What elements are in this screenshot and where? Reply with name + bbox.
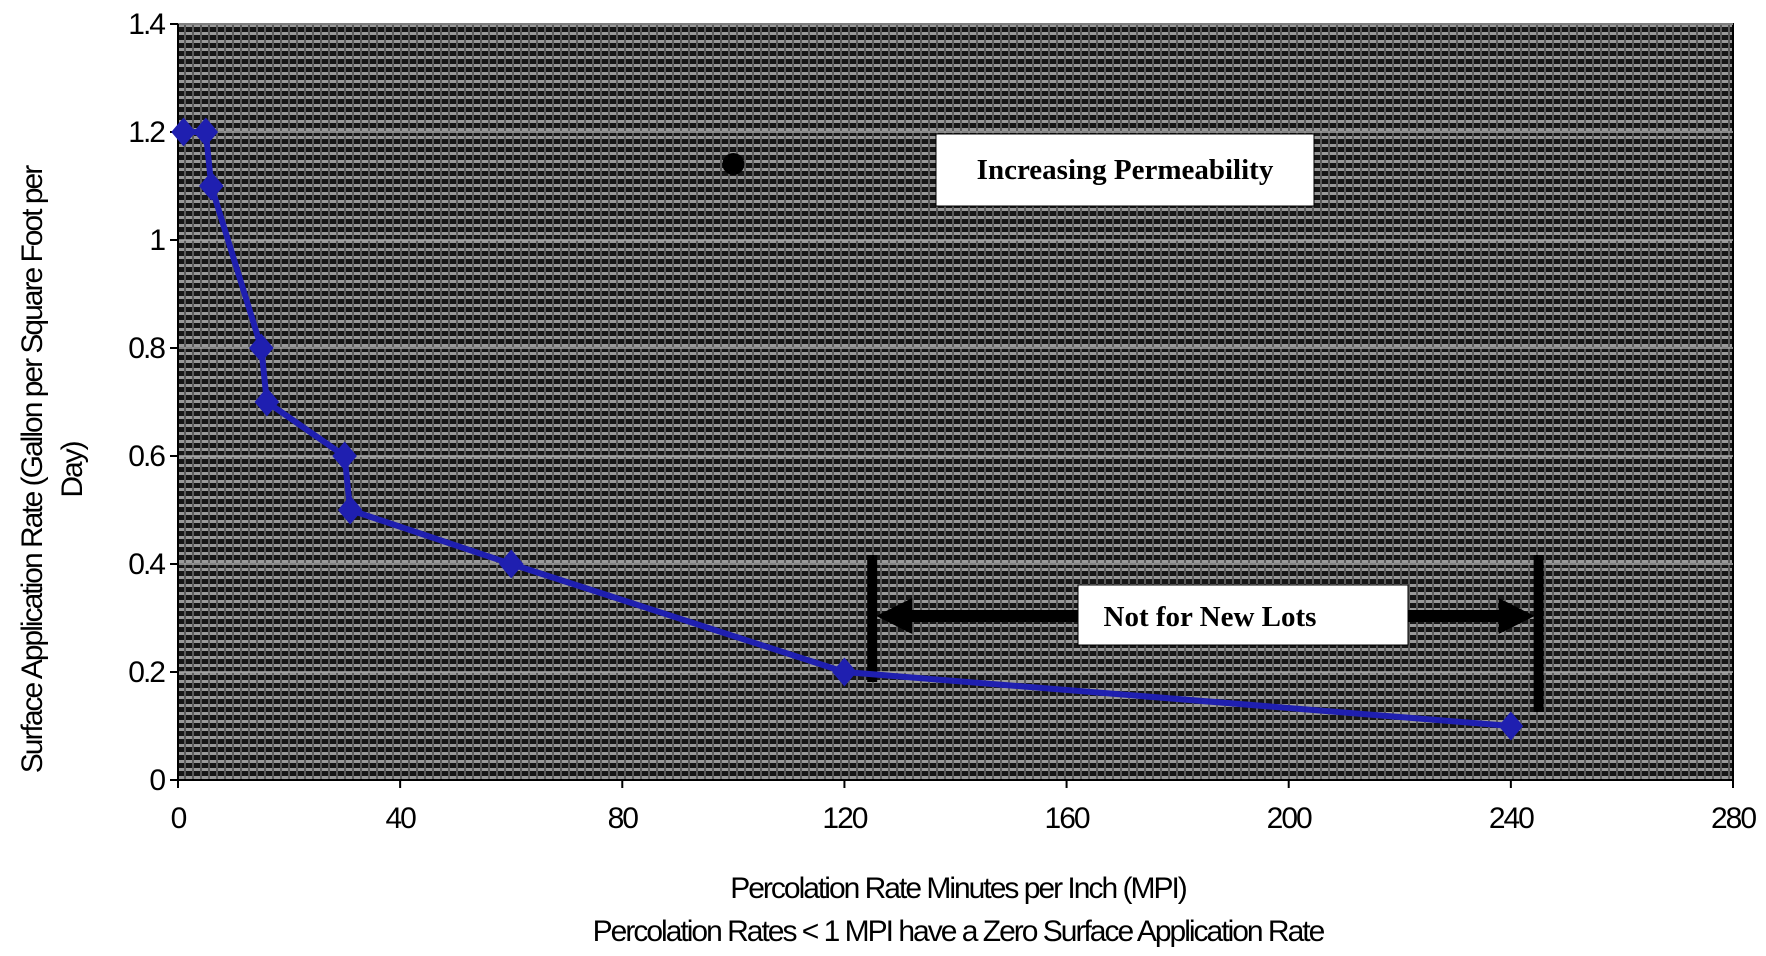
y-tick-label: 0.4: [128, 548, 165, 581]
increasing-permeability-box: [935, 133, 1315, 207]
data-point: [199, 171, 224, 201]
x-tick-label: 40: [385, 802, 416, 835]
data-point: [248, 333, 274, 363]
not-for-new-lots-arrow-left: [876, 598, 913, 634]
data-point: [337, 495, 363, 525]
x-tick-label: 240: [1489, 802, 1534, 835]
data-point: [498, 549, 524, 579]
increasing-permeability-label: Increasing Permeability: [977, 154, 1274, 186]
data-point: [193, 117, 219, 147]
y-tick-label: 0: [149, 764, 165, 797]
x-axis-note: Percolation Rates < 1 MPI have a Zero Su…: [593, 915, 1325, 948]
not-for-new-lots-arrow-right: [1498, 598, 1535, 634]
axes: 0 0.2 0.4 0.6 0.8 1 1.2 1.4 0 40 80 120 160 200 240 280: [128, 8, 1758, 835]
data-point: [171, 117, 196, 147]
x-tick-label: 280: [1711, 802, 1756, 835]
not-for-new-lots-label: Not for New Lots: [1104, 601, 1317, 633]
data-point: [332, 441, 357, 471]
annotations: Increasing Permeability Not for New Lots: [722, 133, 1544, 712]
data-point: [254, 387, 280, 417]
data-point: [832, 657, 857, 687]
not-for-new-lots-box: [1077, 584, 1409, 646]
y-tick-label: 1.2: [128, 116, 165, 149]
y-tick-label: 1: [149, 224, 165, 257]
x-tick-label: 0: [171, 802, 187, 835]
y-tick-label: 0.2: [128, 656, 165, 689]
x-tick-label: 120: [822, 802, 867, 835]
series-line: [171, 117, 1524, 741]
x-axis-title: Percolation Rate Minutes per Inch (MPI): [730, 872, 1187, 905]
y-axis-title-line2: Day): [56, 441, 89, 497]
data-point: [1498, 711, 1524, 741]
y-axis-title-line1: Surface Application Rate (Gallon per Squ…: [16, 165, 49, 773]
y-tick-label: 0.8: [128, 332, 165, 365]
y-tick-label: 1.4: [128, 8, 165, 41]
y-tick-label: 0.6: [128, 440, 165, 473]
x-tick-label: 160: [1045, 802, 1090, 835]
axis-titles: Percolation Rate Minutes per Inch (MPI) …: [16, 165, 1327, 948]
x-tick-label: 200: [1267, 802, 1312, 835]
series-polyline: [183, 129, 1512, 729]
x-tick-label: 80: [608, 802, 639, 835]
increasing-permeability-marker: [722, 153, 745, 175]
